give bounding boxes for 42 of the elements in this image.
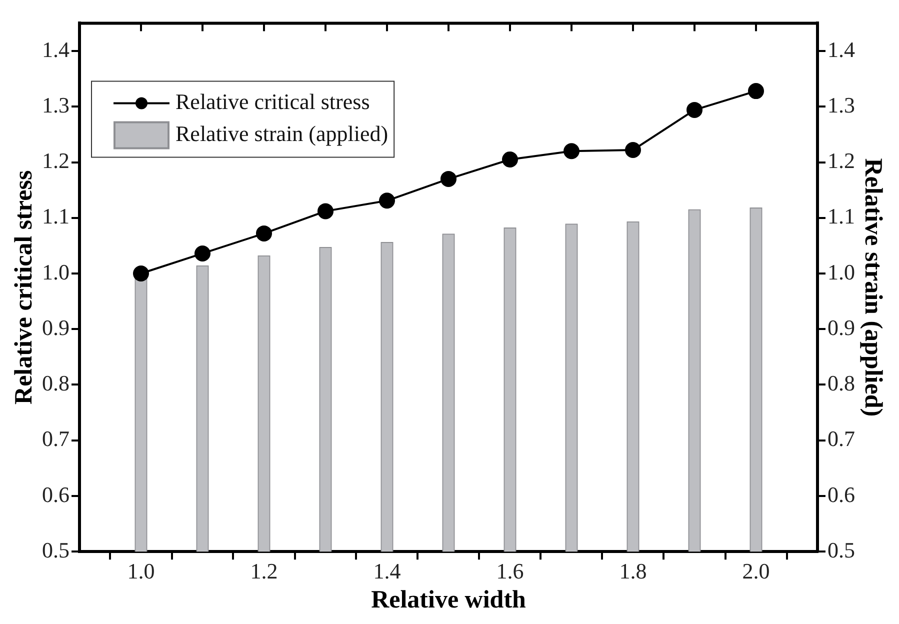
y-tick-label: 1.2	[42, 148, 70, 174]
y-axis-title: Relative critical stress	[10, 170, 38, 404]
y2-tick-label: 1.3	[828, 92, 855, 118]
point	[194, 245, 210, 262]
point	[440, 170, 456, 187]
y2-tick-label: 1.2	[828, 148, 855, 174]
legend-label: Relative strain (applied)	[176, 120, 388, 146]
point	[379, 192, 395, 209]
y2-tick-label: 0.6	[828, 482, 855, 507]
x-tick-label: 2.0	[742, 558, 770, 584]
y-tick-label: 1.4	[42, 36, 70, 62]
legend-label: Relative critical stress	[176, 88, 370, 114]
point	[564, 143, 580, 160]
y2-tick-label: 1.4	[828, 36, 855, 62]
point	[133, 265, 149, 282]
y2-tick-label: 0.7	[828, 426, 855, 452]
y2-tick-label: 1.1	[828, 204, 855, 229]
y2-tick-label: 1.0	[828, 259, 855, 284]
x-tick-label: 1.8	[619, 558, 647, 584]
y-tick-label: 1.3	[42, 92, 70, 118]
y2-tick-label: 0.5	[828, 537, 855, 562]
y-tick-label: 0.8	[42, 370, 70, 396]
y-tick-label: 0.5	[42, 537, 70, 562]
x-axis-title: Relative width	[371, 586, 526, 614]
point	[686, 102, 702, 118]
point	[502, 151, 518, 168]
point	[256, 225, 272, 242]
y-tick-label: 0.6	[42, 482, 70, 507]
point	[748, 83, 764, 100]
x-tick-label: 1.2	[250, 558, 278, 584]
x-tick-label: 1.6	[496, 558, 524, 584]
y2-tick-label: 0.8	[828, 370, 855, 396]
point	[625, 142, 641, 158]
point	[318, 203, 334, 220]
y-tick-label: 0.9	[42, 314, 70, 340]
y2-axis-title: Relative strain (applied)	[860, 158, 887, 417]
y2-tick-label: 0.9	[828, 314, 855, 340]
x-tick-label: 1.0	[127, 558, 155, 584]
y-tick-label: 0.7	[42, 426, 70, 452]
x-tick-label: 1.4	[373, 558, 401, 584]
y-tick-label: 1.0	[42, 259, 70, 284]
y-tick-label: 1.1	[42, 204, 70, 229]
